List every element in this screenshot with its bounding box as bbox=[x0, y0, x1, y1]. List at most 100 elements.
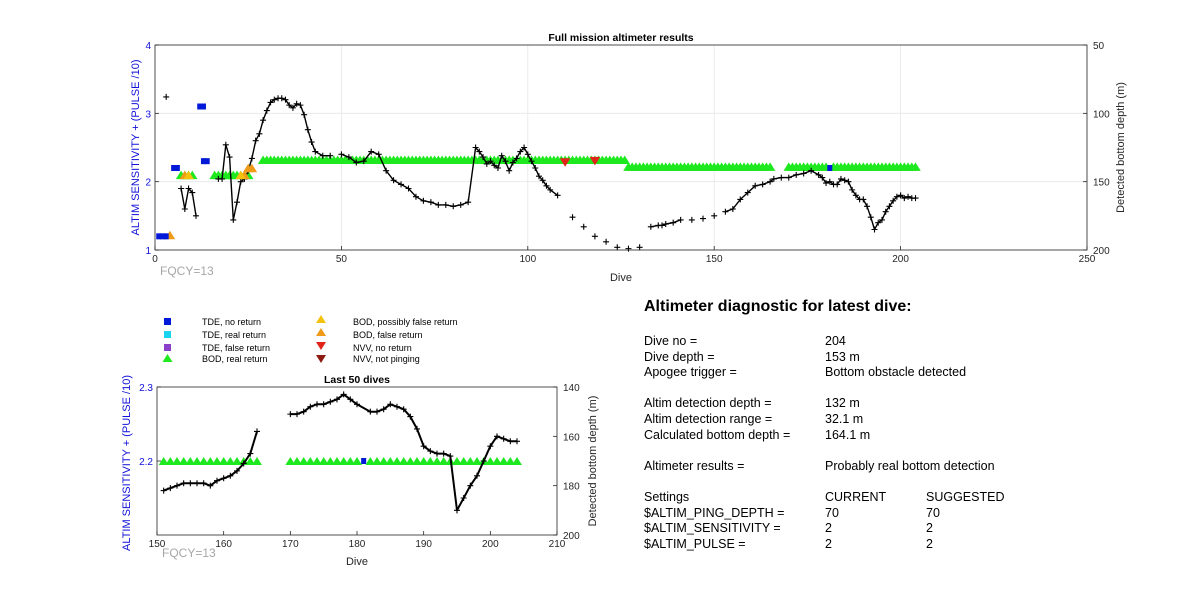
depth-point bbox=[580, 223, 587, 230]
bod-real-return-marker bbox=[452, 457, 462, 465]
depth-point bbox=[491, 162, 498, 169]
depth-point bbox=[912, 195, 919, 202]
y-left-tick-label: 3 bbox=[145, 109, 151, 120]
depth-point bbox=[434, 450, 440, 457]
diag-value: 204 bbox=[825, 334, 846, 348]
depth-point bbox=[752, 182, 759, 189]
bod-real-return-marker bbox=[292, 457, 302, 465]
tde-no-return-marker bbox=[200, 103, 206, 110]
depth-point bbox=[347, 396, 354, 403]
depth-point bbox=[897, 192, 904, 199]
depth-point bbox=[387, 401, 394, 408]
depth-point bbox=[528, 158, 535, 165]
depth-point bbox=[214, 477, 220, 484]
bod-real-return-marker bbox=[458, 457, 469, 465]
plot2-depth-series bbox=[160, 391, 520, 514]
depth-point bbox=[293, 100, 300, 107]
bod-real-return-marker bbox=[398, 457, 409, 465]
depth-point bbox=[248, 155, 255, 162]
depth-point bbox=[178, 185, 185, 192]
x-tick-label: 170 bbox=[282, 539, 299, 550]
depth-point bbox=[457, 201, 464, 208]
bod-real-return-marker bbox=[338, 457, 349, 465]
depth-point bbox=[480, 458, 487, 464]
depth-point bbox=[487, 158, 494, 165]
depth-point bbox=[271, 96, 278, 103]
depth-point bbox=[442, 201, 449, 208]
depth-point bbox=[300, 408, 307, 415]
depth-point bbox=[286, 102, 293, 109]
depth-point bbox=[785, 174, 792, 181]
depth-point bbox=[837, 175, 844, 182]
x-tick-label: 150 bbox=[149, 539, 166, 550]
x-tick-label: 180 bbox=[349, 539, 366, 550]
depth-point bbox=[800, 170, 807, 177]
depth-point bbox=[193, 212, 200, 219]
depth-point bbox=[845, 178, 852, 185]
depth-point bbox=[282, 96, 289, 103]
legend-marker-bod-real-return bbox=[162, 354, 173, 362]
depth-point bbox=[849, 186, 856, 193]
depth-point bbox=[882, 208, 889, 215]
settings-row: $ALTIM_PING_DEPTH = 70 70 bbox=[644, 506, 1064, 522]
depth-point bbox=[905, 193, 912, 200]
y-right-tick-label: 50 bbox=[1093, 41, 1105, 52]
settings-current: 2 bbox=[825, 536, 832, 551]
diag-value: 32.1 m bbox=[825, 411, 864, 426]
x-tick-label: 250 bbox=[1079, 254, 1096, 265]
depth-point bbox=[826, 178, 833, 185]
bod-real-return-marker bbox=[378, 457, 389, 465]
settings-suggested: 2 bbox=[926, 521, 933, 536]
depth-point bbox=[886, 203, 893, 210]
depth-point bbox=[603, 238, 610, 245]
depth-point bbox=[312, 148, 319, 155]
nvv-no-return-marker bbox=[589, 156, 601, 166]
legend-label-bod-possibly-false: BOD, possibly false return bbox=[353, 317, 458, 327]
depth-point bbox=[180, 480, 187, 487]
depth-point bbox=[834, 181, 841, 188]
depth-point bbox=[875, 219, 882, 226]
depth-point bbox=[893, 193, 900, 200]
depth-point bbox=[524, 151, 531, 158]
tde-no-return-marker bbox=[204, 158, 210, 165]
depth-point bbox=[375, 151, 382, 158]
y-right-tick-label: 150 bbox=[1093, 178, 1110, 189]
tde-no-return-marker bbox=[827, 165, 833, 171]
depth-point bbox=[278, 95, 285, 102]
plot2-ylabel-right: Detected bottom depth (m) bbox=[587, 396, 599, 527]
diag-value: 153 m bbox=[825, 349, 860, 364]
depth-point bbox=[823, 180, 830, 187]
depth-point bbox=[167, 485, 174, 492]
diag-row-calc-depth: Calculated bottom depth = 164.1 m bbox=[644, 428, 1064, 444]
bod-real-return-marker bbox=[198, 457, 209, 465]
depth-point bbox=[901, 195, 908, 202]
depth-point bbox=[219, 175, 226, 182]
x-tick-label: 50 bbox=[336, 254, 348, 265]
y-left-tick-label: 2.2 bbox=[139, 457, 153, 468]
depth-point bbox=[507, 438, 514, 445]
bod-real-return-marker bbox=[425, 457, 436, 465]
depth-point bbox=[554, 192, 561, 199]
depth-point bbox=[472, 144, 479, 151]
legend-label-tde-false-return: TDE, false return bbox=[202, 343, 270, 353]
bod-real-return-marker bbox=[418, 457, 429, 465]
depth-point bbox=[778, 174, 785, 181]
bod-real-return-marker bbox=[172, 457, 182, 465]
bod-real-return-marker bbox=[485, 457, 496, 465]
legend-label-bod-real-return: BOD, real return bbox=[202, 354, 268, 364]
depth-point bbox=[354, 401, 360, 408]
bod-real-return-marker bbox=[385, 457, 396, 465]
bod-real-return-marker bbox=[325, 457, 336, 465]
diagnostic-panel: Altimeter diagnostic for latest dive: Di… bbox=[644, 298, 1064, 552]
depth-point bbox=[435, 201, 442, 208]
depth-point bbox=[867, 214, 874, 221]
depth-point bbox=[327, 152, 334, 159]
legend-marker-bod-possibly-false bbox=[316, 315, 326, 323]
tde-no-return-marker bbox=[200, 158, 206, 165]
depth-point bbox=[307, 403, 314, 410]
plot1-title: Full mission altimeter results bbox=[548, 32, 693, 44]
depth-point bbox=[591, 233, 598, 240]
bod-real-return-marker bbox=[185, 457, 196, 465]
